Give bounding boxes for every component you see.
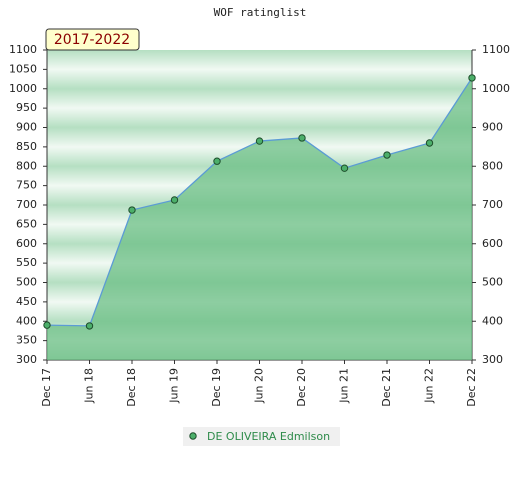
y2-tick-label: 600 [482,237,503,250]
y-tick-label: 400 [16,314,37,327]
point [43,321,51,329]
legend-label: DE OLIVEIRA Edmilson [207,430,330,443]
x-tick-label: Dec 21 [380,368,393,407]
y-tick-label: 650 [16,217,37,230]
point [85,322,94,330]
x-tick-label: Dec 18 [125,368,138,407]
point [298,134,306,142]
y-tick-label: 300 [16,353,37,366]
y-tick-label: 1100 [9,43,37,56]
y-tick-label: 900 [16,121,37,134]
y2-tick-label: 400 [482,314,503,327]
point [340,164,349,172]
x-tick-label: Jun 20 [253,368,266,404]
x-tick-label: Jun 18 [83,368,96,404]
x-tick-label: Jun 21 [338,368,351,404]
y2-tick-label: 700 [482,198,503,211]
area [47,77,472,361]
point [425,139,434,147]
point [383,151,391,159]
annotation: 2017-2022 [54,32,130,48]
legend-box [183,427,340,446]
chart-title: WOF ratinglist [214,6,307,19]
y-tick-label: 600 [16,237,37,250]
y-tick-label: 700 [16,198,37,211]
y2-tick-label: 1100 [482,43,510,56]
y-tick-label: 350 [16,334,37,347]
y-tick-label: 850 [16,140,37,153]
y2-tick-label: 900 [482,121,503,134]
y2-tick-label: 500 [482,276,503,289]
y-tick-label: 1050 [9,62,37,75]
point [255,137,264,145]
x-tick-label: Dec 20 [295,368,308,407]
x-tick-label: Dec 22 [465,368,478,407]
point [128,206,136,214]
annotation-box [45,28,140,51]
point [213,157,221,165]
y-tick-label: 800 [16,159,37,172]
y2-tick-label: 800 [482,159,503,172]
legend-marker [189,432,197,440]
x-tick-label: Dec 19 [210,368,223,407]
y2-tick-label: 1000 [482,82,510,95]
y-tick-label: 1000 [9,82,37,95]
x-tick-label: Dec 17 [40,368,53,407]
y2-tick-label: 300 [482,353,503,366]
y-tick-label: 950 [16,101,37,114]
point [170,196,179,204]
x-tick-label: Jun 19 [168,368,181,404]
point [468,74,476,82]
y-tick-label: 450 [16,295,37,308]
x-tick-label: Jun 22 [423,368,436,404]
y-tick-label: 500 [16,276,37,289]
y-tick-label: 750 [16,179,37,192]
y-tick-label: 550 [16,256,37,269]
